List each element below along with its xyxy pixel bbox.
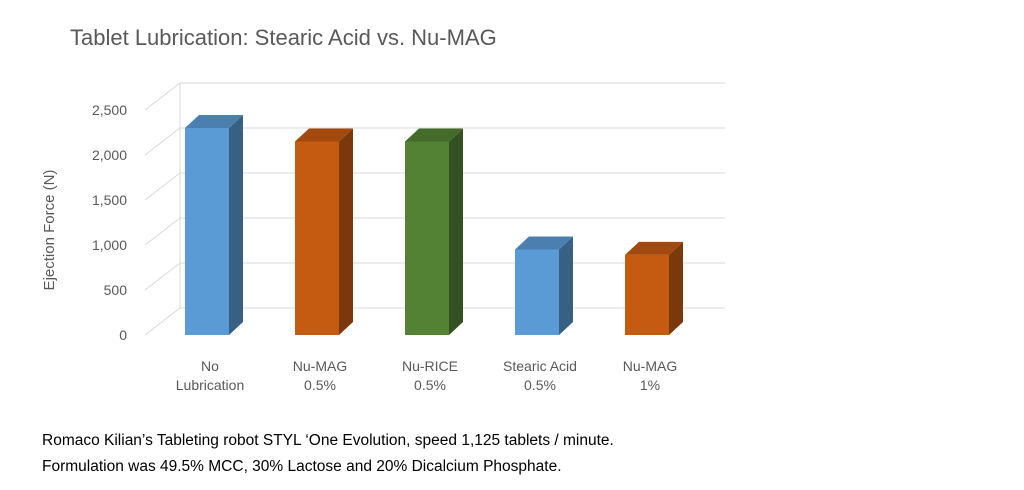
bar-front	[405, 141, 449, 335]
bar-top	[515, 236, 573, 250]
y-tick-label: 500	[104, 282, 128, 298]
x-tick-label: Nu-MAG 1%	[623, 358, 677, 393]
bar-front	[515, 249, 559, 335]
bar	[295, 128, 353, 335]
bar	[515, 236, 573, 335]
x-tick-label: Nu-MAG 0.5%	[293, 358, 347, 393]
bar-top	[185, 115, 243, 128]
x-tick-label: Nu-RICE 0.5%	[402, 358, 458, 393]
y-tick-label: 1,500	[92, 192, 127, 208]
y-axis-label: Ejection Force (N)	[41, 170, 58, 291]
bar-side	[339, 128, 353, 335]
bar-front	[295, 141, 339, 335]
gridline-depth	[144, 262, 181, 291]
y-tick-label: 1,000	[92, 237, 127, 253]
y-tick-label: 2,500	[92, 102, 127, 118]
bar-side	[669, 241, 683, 335]
caption-line-2: Formulation was 49.5% MCC, 30% Lactose a…	[42, 458, 562, 475]
bars	[185, 115, 683, 335]
bar-side	[559, 236, 573, 335]
bar	[405, 128, 463, 335]
bar	[625, 241, 683, 335]
x-axis-categories: No Lubrication Nu-MAG 0.5% Nu-RICE 0.5% Steari…	[176, 358, 677, 393]
bar-side	[449, 128, 463, 335]
bar	[185, 115, 243, 335]
bar-front	[625, 254, 669, 335]
x-tick-label: Stearic Acid 0.5%	[503, 358, 577, 393]
chart-title: Tablet Lubrication: Stearic Acid vs. Nu-…	[70, 25, 497, 50]
caption-line-1: Romaco Kilian’s Tableting robot STYL ‘On…	[42, 432, 614, 449]
y-tick-label: 0	[119, 327, 127, 343]
y-tick-label: 2,000	[92, 147, 127, 163]
gridline-depth	[144, 127, 181, 156]
bar-side	[229, 115, 243, 335]
bar-front	[185, 128, 229, 335]
bar-top	[295, 128, 353, 142]
gridline-depth	[144, 172, 181, 201]
bar-top	[405, 128, 463, 142]
gridline-depth	[144, 217, 181, 246]
bar-top	[625, 241, 683, 255]
chart: Tablet Lubrication: Stearic Acid vs. Nu-…	[41, 25, 725, 393]
caption: Romaco Kilian’s Tableting robot STYL ‘On…	[42, 428, 614, 480]
y-axis-ticks: 0 500 1,000 1,500 2,000 2,500	[92, 102, 127, 343]
gridline-depth	[144, 307, 181, 336]
gridline-depth	[144, 82, 181, 111]
x-tick-label: No Lubrication	[176, 358, 245, 393]
